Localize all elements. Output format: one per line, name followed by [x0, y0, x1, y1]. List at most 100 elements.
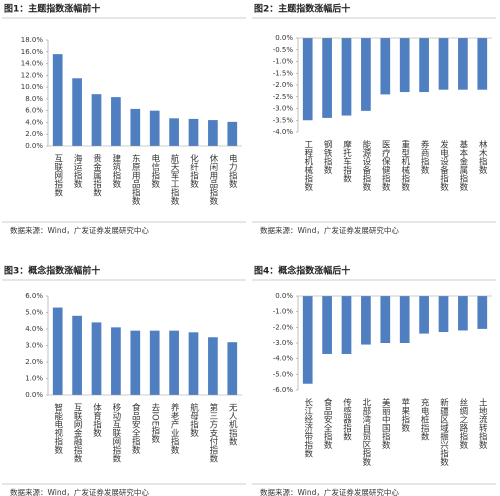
chart-title: 图1：主题指数涨幅前十 [4, 3, 100, 15]
bar [438, 296, 449, 333]
bar [477, 296, 488, 329]
y-tick-label: 8.0% [25, 95, 43, 103]
x-tick-label: 互联网金融指数 [72, 403, 82, 463]
y-tick-label: 10.0% [21, 83, 44, 91]
x-tick-label: 充电桩指数 [419, 397, 429, 441]
source-note: 数据来源：Wind，广发证券发展研究中心 [260, 487, 399, 496]
y-tick-label: -5.0% [273, 370, 294, 378]
bar [208, 337, 218, 395]
x-tick-label: 美丽中国指数 [380, 397, 390, 450]
y-tick-label: -3.0% [273, 105, 294, 113]
bar [72, 78, 82, 146]
x-tick-label: 工程机械指数 [303, 140, 313, 192]
x-tick-label: 重型机械指数 [400, 139, 410, 192]
bar [361, 296, 371, 345]
bar [72, 315, 82, 395]
x-tick-label: 海运指数 [72, 153, 82, 189]
y-tick-label: 2.0% [25, 358, 43, 366]
source-note: 数据来源：Wind，广发证券发展研究中心 [10, 487, 149, 496]
y-tick-label: 16.0% [21, 48, 44, 56]
y-tick-label: 0.0% [25, 142, 43, 150]
bar [302, 38, 313, 121]
bar [227, 121, 238, 146]
bar [169, 118, 179, 146]
bar [361, 38, 371, 111]
x-tick-label: 土地流转指数 [477, 397, 487, 450]
x-tick-label: 去IOE指数 [150, 402, 160, 444]
x-tick-label: 北部湾自贸区指数 [361, 398, 371, 467]
y-tick-label: 0.0% [25, 391, 43, 399]
bar [458, 296, 468, 331]
y-tick-label: 5.0% [25, 309, 43, 317]
x-tick-label: 智能电视指数 [53, 402, 63, 455]
bar [188, 332, 199, 395]
chart-title: 图2：主题指数涨幅后十 [254, 3, 350, 15]
source-note: 数据来源：Wind，广发证券发展研究中心 [260, 225, 399, 235]
bar [419, 296, 429, 334]
x-tick-label: 移动互联网指数 [111, 402, 121, 463]
bar [438, 38, 449, 90]
y-tick-label: 14.0% [21, 60, 44, 68]
bar [188, 118, 199, 146]
x-tick-label: 第三方支付指数 [208, 402, 218, 463]
y-tick-label: 18.0% [21, 36, 44, 44]
x-tick-label: 长江经济带指数 [303, 397, 313, 458]
x-tick-label: 互联网指数 [53, 154, 63, 197]
x-tick-label: 新疆区域振兴指数 [439, 397, 449, 467]
bar [380, 296, 391, 343]
x-tick-label: 航母指数 [189, 402, 199, 438]
bar [322, 296, 332, 354]
y-tick-label: -2.5% [273, 93, 294, 101]
bar [341, 296, 352, 354]
x-tick-label: 基本金属指数 [458, 139, 468, 192]
y-tick-label: -1.0% [273, 308, 294, 316]
y-tick-label: 1.0% [25, 375, 43, 383]
x-tick-label: 体育指数 [92, 402, 102, 438]
bar [111, 327, 121, 395]
y-tick-label: -3.0% [273, 339, 294, 347]
x-tick-label: 食品安全指数 [130, 402, 140, 455]
y-tick-label: -4.0% [273, 128, 294, 136]
x-tick-label: 摩托车指数 [342, 139, 352, 183]
x-tick-label: 建筑指数 [111, 153, 121, 189]
x-tick-label: 券商指数 [419, 139, 429, 175]
bar [169, 330, 179, 395]
bar [477, 38, 488, 90]
bar [91, 322, 102, 395]
x-tick-label: 养老产业指数 [169, 402, 179, 455]
y-tick-label: -4.0% [273, 355, 294, 363]
y-tick-label: -1.0% [273, 58, 294, 66]
bar [341, 38, 352, 116]
bar [111, 97, 121, 146]
x-tick-label: 贵金属指数 [92, 153, 102, 197]
x-tick-label: 食品安全指数 [322, 397, 332, 450]
y-tick-label: -6.0% [273, 386, 294, 394]
y-tick-label: 0.0% [275, 34, 293, 42]
y-tick-label: 6.0% [25, 292, 43, 300]
bar [419, 38, 429, 93]
y-tick-label: 0.0% [275, 292, 293, 300]
bar [208, 120, 218, 146]
bar [149, 330, 160, 395]
x-tick-label: 苹果指数 [400, 397, 410, 433]
x-tick-label: 发电设备指数 [439, 139, 449, 192]
bar [399, 38, 410, 93]
y-tick-label: -2.0% [273, 81, 294, 89]
y-tick-label: -1.5% [273, 69, 294, 77]
bar [399, 296, 410, 343]
bar [52, 54, 63, 147]
y-tick-label: 4.0% [25, 118, 43, 126]
y-tick-label: 2.0% [25, 130, 43, 138]
x-tick-label: 医疗保健指数 [380, 140, 390, 192]
y-tick-label: 4.0% [25, 325, 43, 333]
x-tick-label: 能源设备指数 [361, 139, 371, 192]
x-tick-label: 电信指数 [150, 153, 160, 189]
bar [130, 330, 141, 395]
x-tick-label: 林木指数 [477, 139, 487, 175]
x-tick-label: 无人机指数 [227, 403, 237, 446]
bar [458, 38, 468, 90]
x-tick-label: 航天军工指数 [169, 153, 179, 206]
x-tick-label: 化纤指数 [189, 153, 199, 189]
bar [302, 296, 313, 384]
y-tick-label: 6.0% [25, 107, 43, 115]
